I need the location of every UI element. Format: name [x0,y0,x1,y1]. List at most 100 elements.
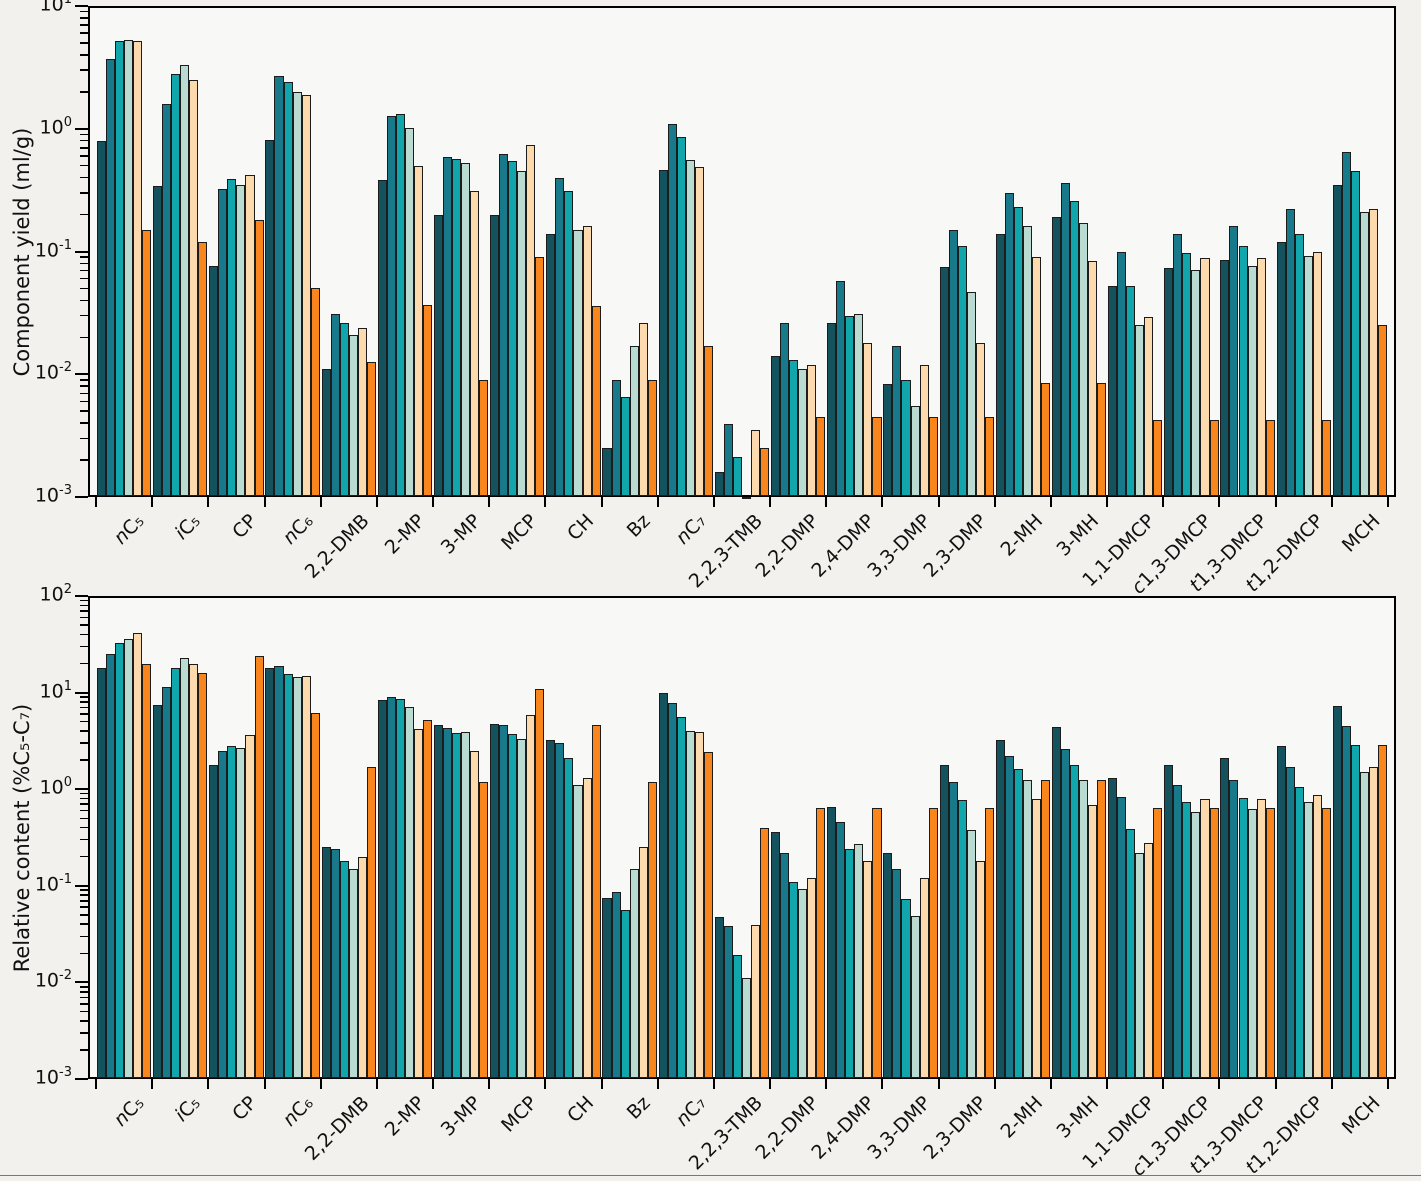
bar [470,750,480,1078]
x-tick [432,497,435,507]
bar [1069,200,1080,496]
bar [892,345,902,496]
x-category-label: 3-MH [1052,1092,1104,1143]
bar [816,416,826,496]
bar [1247,266,1257,496]
bar [957,799,967,1078]
bar [658,692,668,1078]
bar [142,229,152,496]
bar [1350,171,1360,496]
y-minor-tick [80,277,88,280]
bar [573,785,583,1078]
y-minor-tick [80,336,88,339]
bar [928,807,938,1078]
bar [517,739,527,1078]
bar [611,892,621,1078]
bar [1341,726,1351,1078]
bar [629,868,639,1078]
bar [461,732,471,1078]
x-tick [1387,497,1389,507]
bar [245,174,255,496]
bar [1126,828,1136,1078]
bar [292,677,302,1078]
bar [1209,420,1219,496]
bar [348,334,358,496]
bar [1060,749,1070,1078]
bar [1378,325,1388,496]
y-minor-tick [80,262,88,265]
x-tick [1330,1079,1333,1089]
x-tick [600,497,603,507]
bar [526,715,536,1078]
bar [414,165,424,496]
y-tick-label: 100 [39,114,72,139]
bar [685,731,695,1078]
bar [1276,746,1286,1078]
bar [883,384,893,496]
x-tick [207,497,210,507]
bar [647,781,657,1078]
x-tick [375,497,378,507]
bar [189,663,199,1078]
bar [957,246,967,496]
bar [780,852,790,1078]
bar [218,750,228,1078]
bar [236,184,246,496]
bar [555,177,565,496]
bar [798,889,808,1078]
bar [357,856,367,1078]
bar [330,313,340,496]
y-minor-tick [80,400,88,403]
bar [732,457,742,496]
bar [227,178,237,496]
bar [760,448,770,496]
bar [105,654,115,1078]
bar [1097,382,1107,496]
bar [1173,785,1183,1078]
y-minor-tick [80,701,88,703]
bar [975,861,985,1078]
bar [348,868,358,1078]
bar [1238,246,1248,496]
bar [301,94,311,496]
bar [274,665,284,1078]
bar [254,220,264,496]
x-tick [1274,1079,1277,1089]
x-tick [825,1079,828,1089]
y-major-tick [75,5,88,7]
y-minor-tick [80,855,88,858]
x-tick [1106,1079,1109,1089]
bar [928,416,938,496]
bar [591,725,601,1078]
bar [1359,211,1369,496]
y-minor-tick [80,69,88,71]
bar [1321,420,1331,496]
bar [301,675,311,1078]
bar [162,686,172,1078]
bar [939,266,949,496]
bar [124,39,134,496]
bar [854,313,864,496]
x-tick [881,497,884,507]
bar [948,781,958,1078]
bar [742,497,752,499]
y-minor-tick [80,616,88,619]
x-tick [319,1079,322,1089]
y-minor-tick [80,809,88,812]
bar [1191,812,1201,1078]
bar [517,171,527,496]
bar [751,430,761,496]
bar [1117,251,1127,496]
y-minor-tick [80,838,88,841]
bar [283,674,293,1078]
bar [1088,805,1098,1078]
bar [171,667,181,1078]
bar [966,829,976,1078]
bar [901,379,911,496]
y-minor-tick [80,894,88,896]
x-tick [95,1079,97,1089]
bar [883,852,893,1078]
y-major-tick [75,981,88,984]
bar [694,166,704,496]
bar [1303,255,1313,496]
